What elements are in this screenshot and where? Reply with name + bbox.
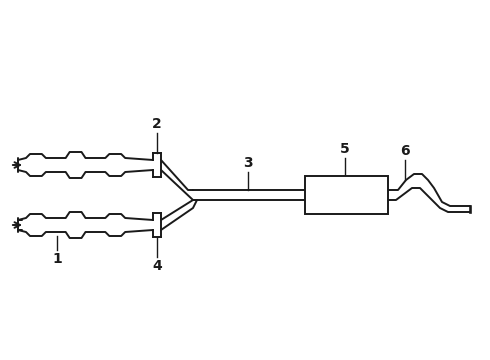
Text: 6: 6 xyxy=(400,144,410,158)
Text: 5: 5 xyxy=(340,142,350,156)
Text: 2: 2 xyxy=(152,117,162,131)
Bar xyxy=(305,176,388,214)
Text: 4: 4 xyxy=(152,259,162,273)
Text: 1: 1 xyxy=(52,252,62,266)
Text: 3: 3 xyxy=(243,156,253,170)
